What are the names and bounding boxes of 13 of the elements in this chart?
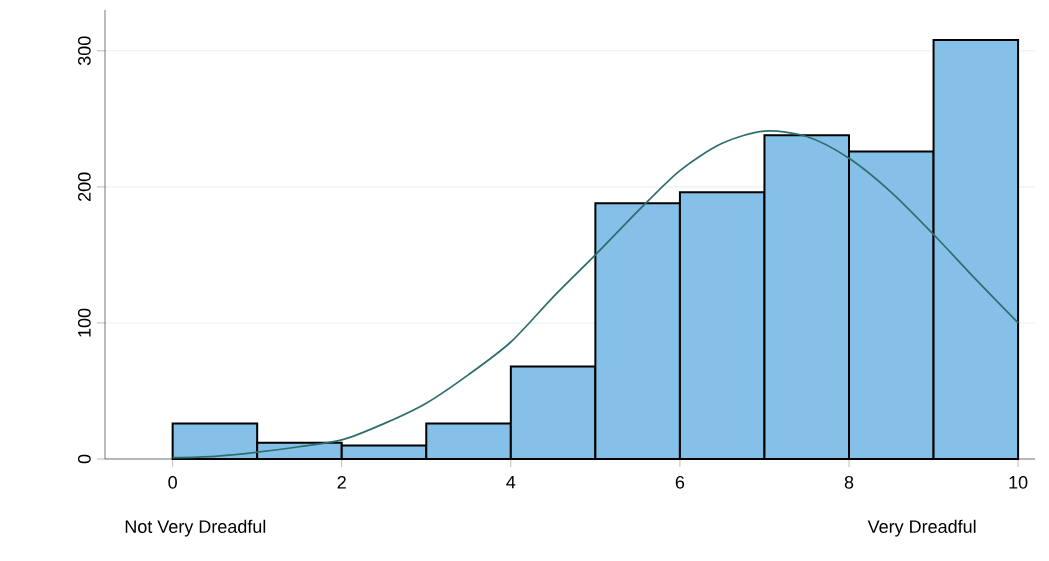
y-tick-label: 200	[77, 172, 91, 201]
line-series	[171, 130, 1019, 459]
x-tick-label: 6	[675, 475, 685, 489]
x-tick-label: 0	[168, 475, 177, 489]
x-tick-label: 4	[506, 475, 516, 489]
text: Not Very Dreadful	[125, 519, 266, 537]
x-tick-label: 10	[1009, 475, 1028, 489]
y-tick-label: 300	[77, 36, 91, 66]
y-tick-label: 100	[77, 308, 91, 337]
text: Very Dreadful	[867, 519, 976, 537]
x-tick-label: 8	[844, 475, 854, 489]
x-tick-label: 2	[337, 475, 346, 489]
y-tick-label: 0	[77, 454, 91, 464]
